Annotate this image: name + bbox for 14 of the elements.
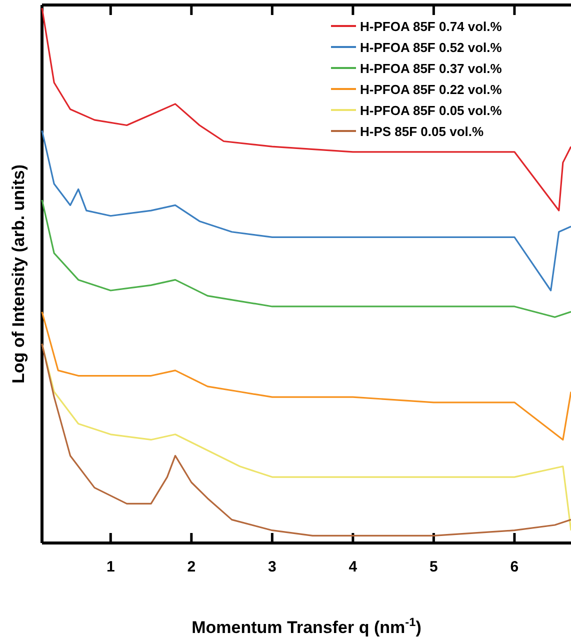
legend-label: H-PFOA 85F 0.74 vol.% — [360, 19, 502, 34]
legend-label: H-PS 85F 0.05 vol.% — [360, 124, 484, 139]
legend-label: H-PFOA 85F 0.52 vol.% — [360, 40, 502, 55]
x-tick-label: 4 — [348, 558, 358, 576]
x-axis-title: Momentum Transfer q (nm$^{-1}$) — [192, 615, 422, 637]
legend-label: H-PFOA 85F 0.37 vol.% — [360, 61, 502, 76]
legend-label: H-PFOA 85F 0.05 vol.% — [360, 103, 502, 118]
x-tick-label: 5 — [430, 558, 438, 576]
x-tick-label: 3 — [268, 558, 276, 576]
x-tick-label: 2 — [187, 558, 196, 576]
x-tick-label: 6 — [510, 558, 519, 576]
x-tick-label: 1 — [106, 558, 115, 576]
legend-label: H-PFOA 85F 0.22 vol.% — [360, 82, 502, 97]
y-axis-title: Log of Intensity (arb. units) — [9, 164, 28, 384]
